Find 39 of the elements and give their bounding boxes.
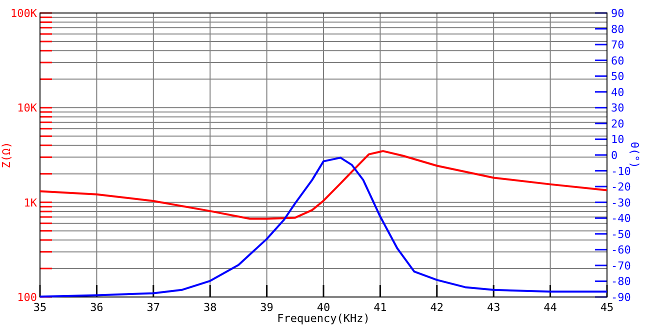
y2-tick-label: 30: [611, 102, 624, 115]
x-tick-label: 36: [90, 301, 104, 314]
y2-tick-label: -10: [611, 164, 631, 178]
x-tick-label: 39: [260, 301, 274, 314]
x-tick-label: 38: [203, 301, 217, 314]
y2-tick-label: -30: [611, 196, 631, 210]
y2-tick-label: -80: [611, 275, 631, 288]
x-axis-title: Frequency(KHz): [277, 312, 370, 325]
x-tick-label: 41: [374, 301, 387, 314]
y2-tick-label: -70: [611, 259, 631, 272]
y2-tick-label: -20: [611, 180, 631, 194]
y-tick-label: 100: [17, 291, 37, 304]
y2-tick-label: 20: [611, 117, 624, 130]
x-tick-label: 42: [430, 301, 444, 314]
y2-tick-label: -60: [611, 244, 631, 257]
line-series: [39, 150, 608, 220]
x-tick-label: 37: [146, 301, 160, 314]
y-tick-label: 100K: [10, 7, 38, 20]
y2-axis-title: θ(°): [628, 142, 641, 168]
y2-tick-label: 80: [611, 22, 624, 36]
y-axis-title: Z(Ω): [0, 142, 13, 168]
line-series: [39, 156, 608, 298]
y2-tick-label: 90: [611, 7, 624, 20]
x-tick-label: 40: [316, 301, 330, 314]
y2-tick-label: -90: [611, 291, 631, 304]
x-tick-label: 45: [600, 301, 614, 314]
x-tick-label: 44: [544, 301, 558, 314]
x-tick-label: 35: [33, 301, 47, 314]
y2-tick-label: -40: [611, 212, 631, 226]
y2-tick-label: 70: [611, 38, 624, 52]
y2-tick-label: 40: [611, 86, 624, 99]
x-tick-label: 43: [486, 301, 500, 314]
y-tick-label: 10K: [17, 102, 38, 115]
y2-tick-label: 10: [611, 133, 624, 146]
y2-tick-label: 60: [611, 54, 624, 68]
y2-tick-label: -50: [611, 228, 631, 241]
y-tick-label: 1K: [24, 196, 38, 210]
y2-tick-label: 0: [611, 149, 618, 162]
y2-tick-label: 50: [611, 70, 624, 84]
